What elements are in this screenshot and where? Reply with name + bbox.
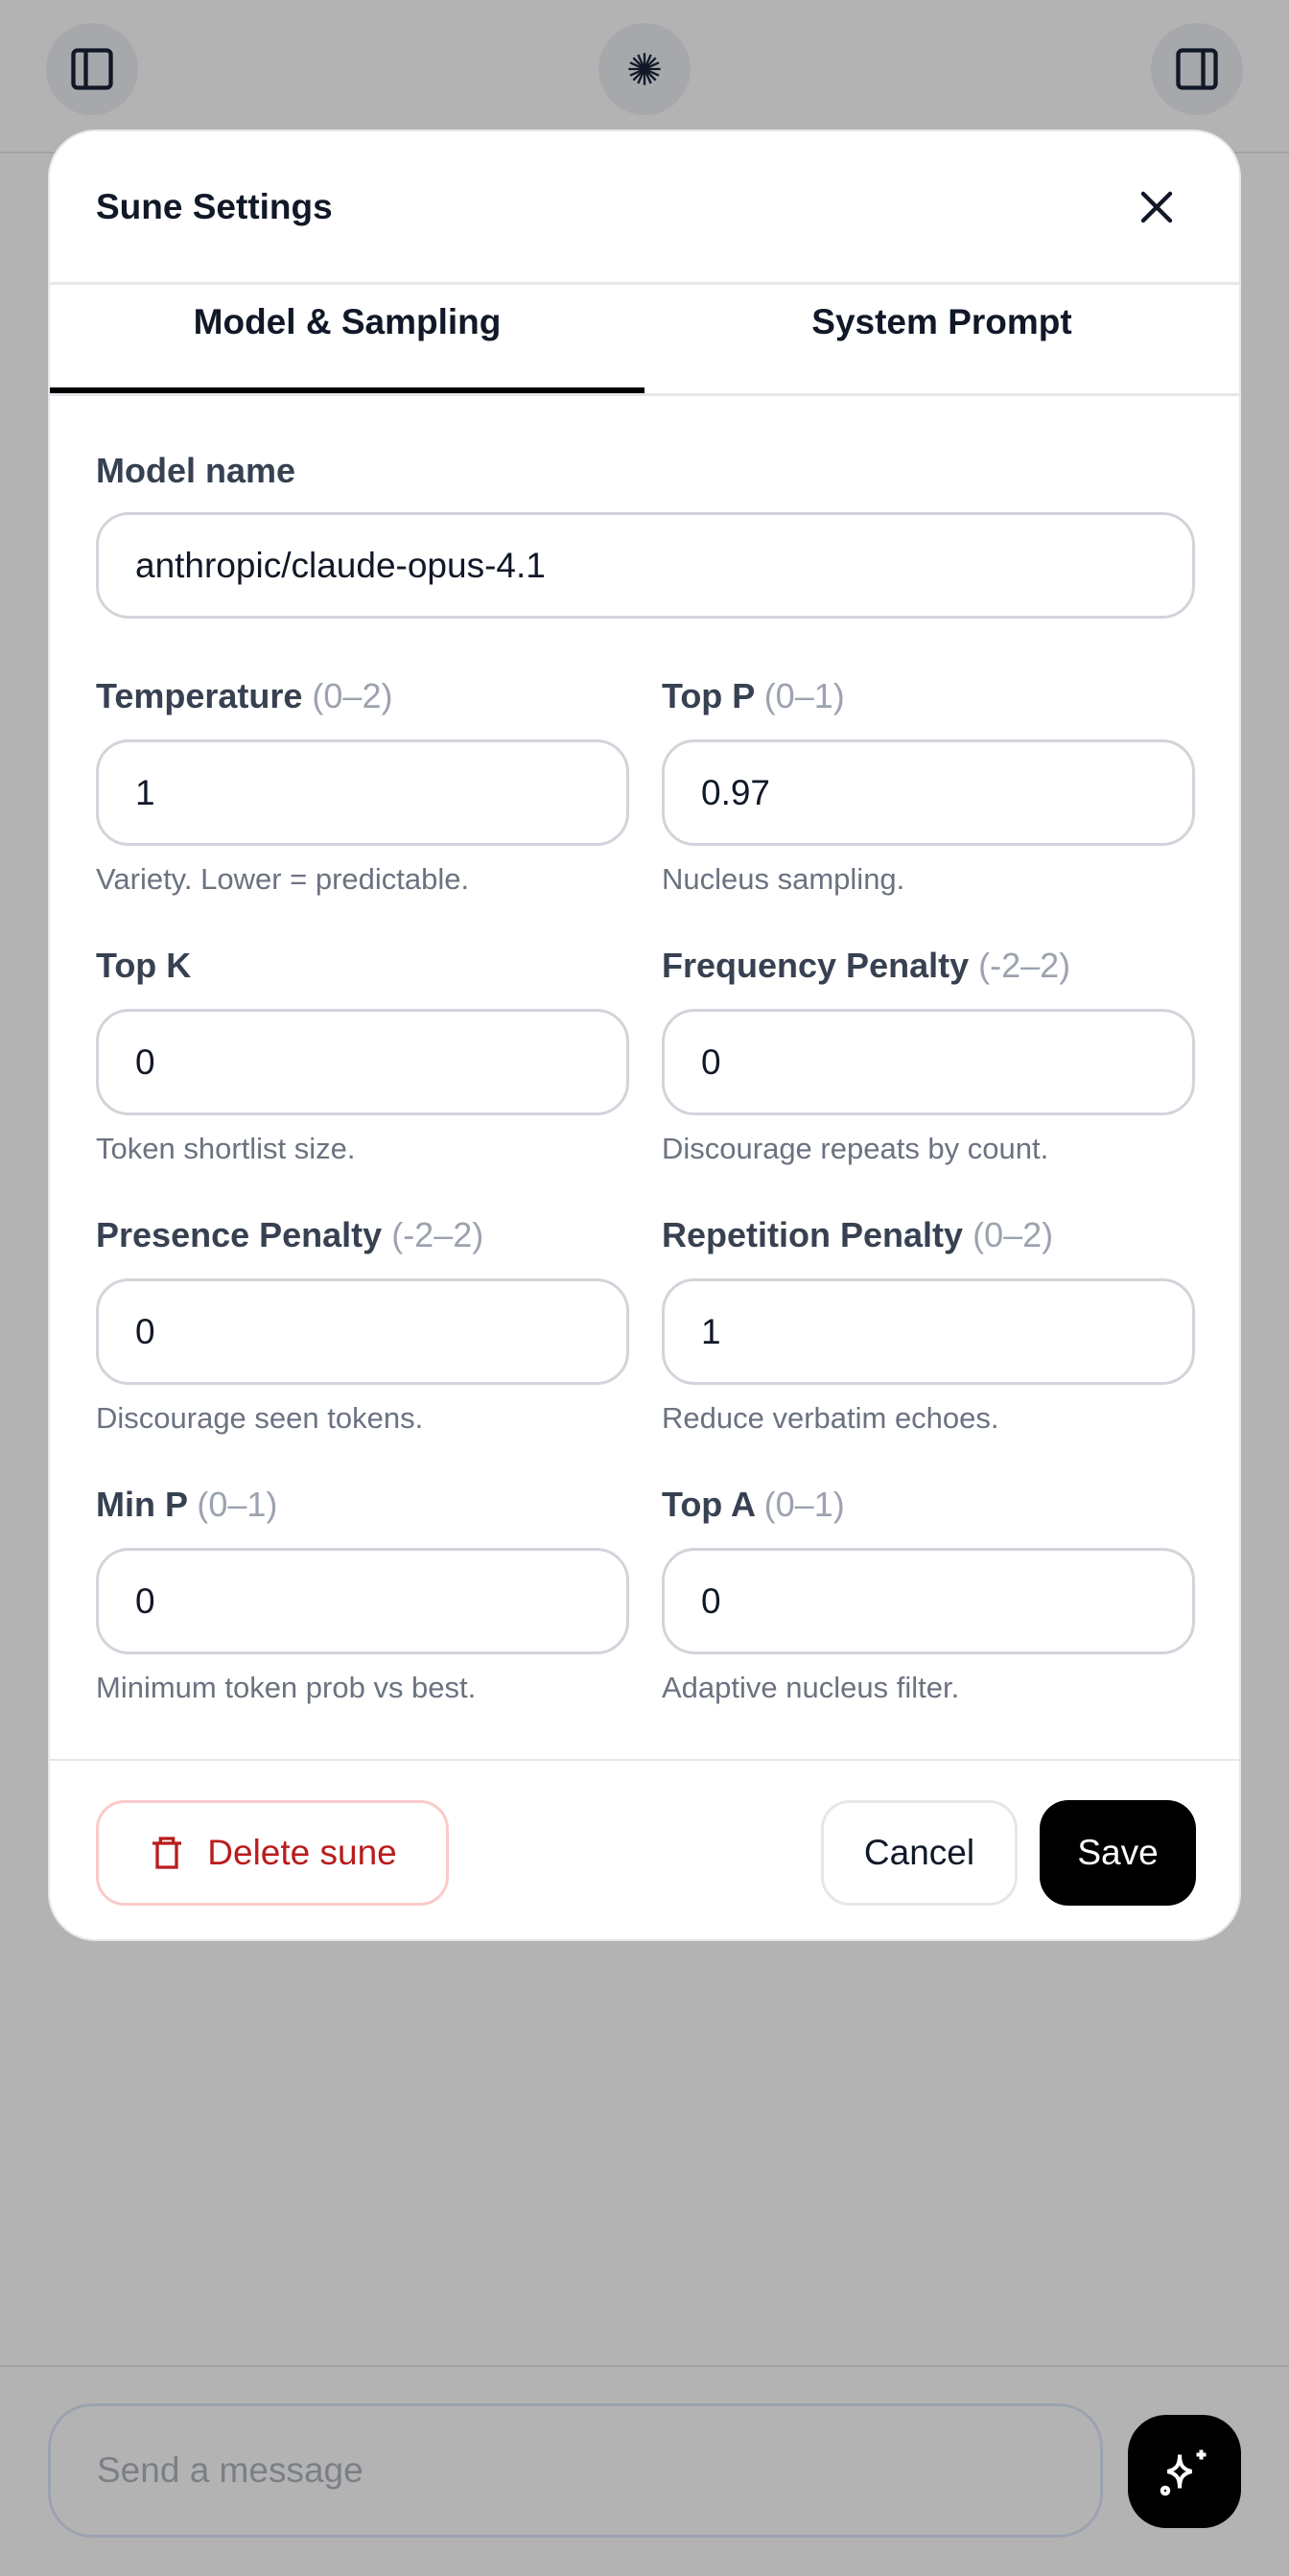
trash-icon	[152, 1837, 182, 1869]
frequency-penalty-label-text: Frequency Penalty	[662, 946, 970, 985]
min-p-input[interactable]: 0	[96, 1548, 629, 1654]
top-p-help: Nucleus sampling.	[662, 862, 905, 896]
footer-divider	[50, 1759, 1239, 1761]
model-name-label: Model name	[96, 451, 296, 490]
top-k-help: Token shortlist size.	[96, 1132, 356, 1165]
top-a-label: Top A (0–1)	[662, 1485, 845, 1525]
top-k-label: Top K	[96, 946, 191, 986]
settings-modal: Sune Settings Model & Sampling System Pr…	[48, 129, 1241, 1941]
delete-sune-button[interactable]: Delete sune	[96, 1800, 449, 1906]
top-a-help: Adaptive nucleus filter.	[662, 1671, 960, 1704]
top-p-range: (0–1)	[763, 676, 845, 715]
frequency-penalty-input[interactable]: 0	[662, 1009, 1195, 1115]
repetition-penalty-label-text: Repetition Penalty	[662, 1215, 964, 1254]
message-input[interactable]: Send a message	[48, 2403, 1103, 2538]
starburst-logo-icon	[628, 53, 661, 85]
save-button[interactable]: Save	[1040, 1800, 1196, 1906]
presence-penalty-range: (-2–2)	[391, 1215, 484, 1254]
temperature-range: (0–2)	[312, 676, 393, 715]
top-p-input[interactable]: 0.97	[662, 739, 1195, 846]
temperature-label: Temperature (0–2)	[96, 676, 392, 716]
sparkles-icon	[1160, 2449, 1207, 2496]
sidebar-right-icon	[1176, 48, 1218, 90]
top-k-label-text: Top K	[96, 946, 192, 985]
presence-penalty-input[interactable]: 0	[96, 1278, 629, 1385]
temperature-input[interactable]: 1	[96, 739, 629, 846]
top-k-input[interactable]: 0	[96, 1009, 629, 1115]
composer-divider	[0, 2365, 1289, 2367]
top-p-label: Top P (0–1)	[662, 676, 845, 716]
sidebar-left-icon	[71, 48, 113, 90]
repetition-penalty-input[interactable]: 1	[662, 1278, 1195, 1385]
min-p-range: (0–1)	[197, 1485, 278, 1524]
top-p-label-text: Top P	[662, 676, 755, 715]
tab-model-sampling[interactable]: Model & Sampling	[193, 302, 502, 341]
active-tab-indicator	[50, 387, 644, 393]
min-p-label-text: Min P	[96, 1485, 188, 1524]
temperature-label-text: Temperature	[96, 676, 303, 715]
repetition-penalty-help: Reduce verbatim echoes.	[662, 1401, 999, 1435]
top-a-input[interactable]: 0	[662, 1548, 1195, 1654]
top-a-range: (0–1)	[763, 1485, 845, 1524]
frequency-penalty-label: Frequency Penalty (-2–2)	[662, 946, 1070, 986]
logo-button[interactable]	[598, 23, 691, 115]
frequency-penalty-help: Discourage repeats by count.	[662, 1132, 1049, 1165]
temperature-help: Variety. Lower = predictable.	[96, 862, 470, 896]
presence-penalty-label-text: Presence Penalty	[96, 1215, 383, 1254]
cancel-button[interactable]: Cancel	[821, 1800, 1018, 1906]
modal-title: Sune Settings	[96, 187, 333, 226]
header-divider	[50, 282, 1239, 285]
toggle-left-sidebar-button[interactable]	[46, 23, 138, 115]
close-icon[interactable]	[1134, 184, 1180, 230]
repetition-penalty-label: Repetition Penalty (0–2)	[662, 1215, 1053, 1255]
min-p-help: Minimum token prob vs best.	[96, 1671, 477, 1704]
model-name-input[interactable]: anthropic/claude-opus-4.1	[96, 512, 1195, 619]
presence-penalty-help: Discourage seen tokens.	[96, 1401, 424, 1435]
presence-penalty-label: Presence Penalty (-2–2)	[96, 1215, 483, 1255]
tabs-divider	[50, 393, 1239, 396]
frequency-penalty-range: (-2–2)	[978, 946, 1071, 985]
delete-label: Delete sune	[207, 1833, 397, 1872]
tab-system-prompt[interactable]: System Prompt	[811, 302, 1072, 341]
toggle-right-sidebar-button[interactable]	[1151, 23, 1243, 115]
repetition-penalty-range: (0–2)	[973, 1215, 1054, 1254]
min-p-label: Min P (0–1)	[96, 1485, 277, 1525]
top-a-label-text: Top A	[662, 1485, 755, 1524]
send-button[interactable]	[1128, 2415, 1241, 2528]
